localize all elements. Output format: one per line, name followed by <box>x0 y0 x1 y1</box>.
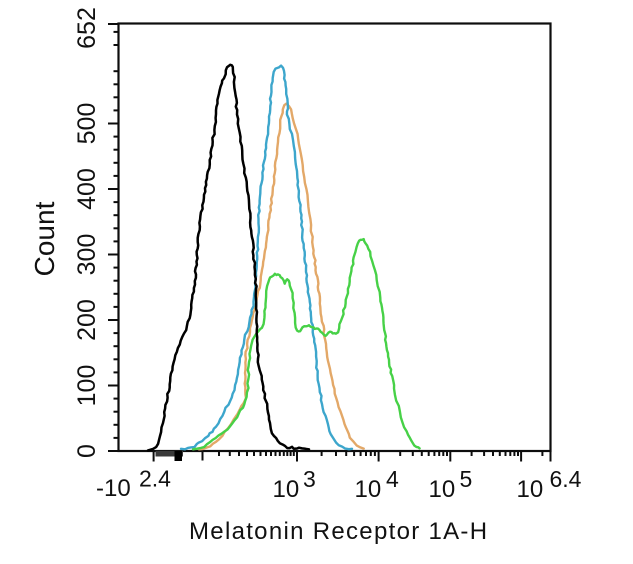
svg-text:100: 100 <box>73 365 101 407</box>
svg-text:Melatonin Receptor 1A-H: Melatonin Receptor 1A-H <box>189 518 488 545</box>
svg-text:4: 4 <box>386 466 399 492</box>
svg-text:2.4: 2.4 <box>139 466 171 492</box>
svg-text:0: 0 <box>73 444 101 458</box>
svg-text:652: 652 <box>73 7 101 49</box>
svg-text:10: 10 <box>355 476 382 503</box>
svg-text:Count: Count <box>29 201 60 276</box>
svg-text:400: 400 <box>73 168 101 210</box>
svg-text:3: 3 <box>303 466 316 492</box>
svg-text:200: 200 <box>73 299 101 341</box>
svg-text:300: 300 <box>73 234 101 276</box>
svg-text:6.4: 6.4 <box>550 466 582 492</box>
svg-text:500: 500 <box>73 103 101 145</box>
svg-text:10: 10 <box>273 476 300 503</box>
svg-text:10: 10 <box>429 476 456 503</box>
svg-text:10: 10 <box>517 476 544 503</box>
svg-text:-10: -10 <box>96 475 131 502</box>
svg-text:5: 5 <box>460 466 473 492</box>
